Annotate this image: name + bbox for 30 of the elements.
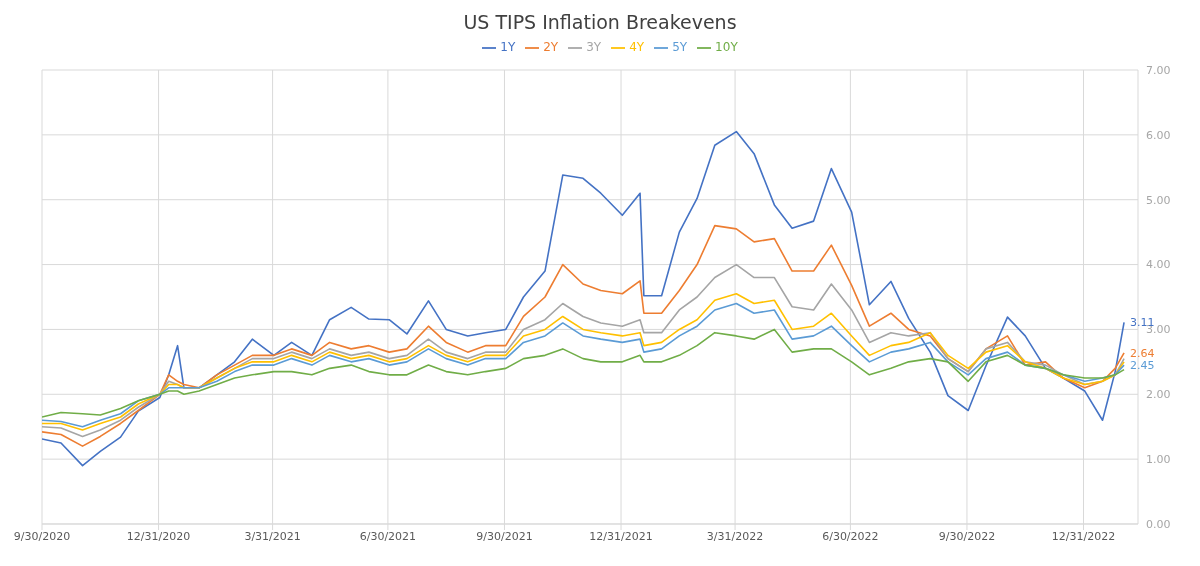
legend-label: 5Y <box>672 40 688 54</box>
x-tick-label: 12/31/2022 <box>1051 529 1116 543</box>
y-tick-label: 7.00 <box>1146 63 1171 77</box>
line-series <box>42 328 1125 418</box>
annotation: 2.45 <box>1130 359 1155 373</box>
y-tick-label: 2.00 <box>1146 388 1171 402</box>
legend-label: 4Y <box>629 40 645 54</box>
y-tick-label: 0.00 <box>1146 517 1171 531</box>
y-tick-label: 5.00 <box>1146 193 1171 207</box>
y-tick-label: 6.00 <box>1146 128 1171 142</box>
line-series <box>42 263 1125 438</box>
x-tick-label: 9/30/2022 <box>938 529 996 543</box>
x-tick-label: 12/31/2020 <box>126 529 191 543</box>
chart-title: US TIPS Inflation Breakevens <box>462 10 738 35</box>
legend-label: 2Y <box>543 40 559 54</box>
annotation: 2.64 <box>1130 346 1155 360</box>
line-series <box>42 130 1125 467</box>
x-tick-label: 3/31/2021 <box>244 529 301 543</box>
legend-label: 3Y <box>586 40 602 54</box>
x-tick-label: 9/30/2020 <box>13 529 71 543</box>
y-tick-label: 1.00 <box>1146 453 1171 467</box>
line-series <box>42 224 1125 447</box>
legend-label: 1Y <box>500 40 516 54</box>
x-tick-label: 12/31/2021 <box>589 529 653 543</box>
x-tick-label: 9/30/2021 <box>476 529 533 543</box>
x-tick-label: 3/31/2022 <box>706 529 764 543</box>
x-tick-label: 6/30/2021 <box>359 529 417 543</box>
legend-label: 10Y <box>715 40 738 54</box>
y-tick-label: 4.00 <box>1146 258 1171 272</box>
x-tick-label: 6/30/2022 <box>822 529 879 543</box>
